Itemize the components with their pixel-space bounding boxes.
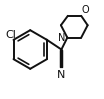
Text: N: N (58, 33, 65, 43)
Text: N: N (57, 70, 66, 80)
Text: Cl: Cl (5, 30, 16, 40)
Text: O: O (82, 5, 89, 15)
